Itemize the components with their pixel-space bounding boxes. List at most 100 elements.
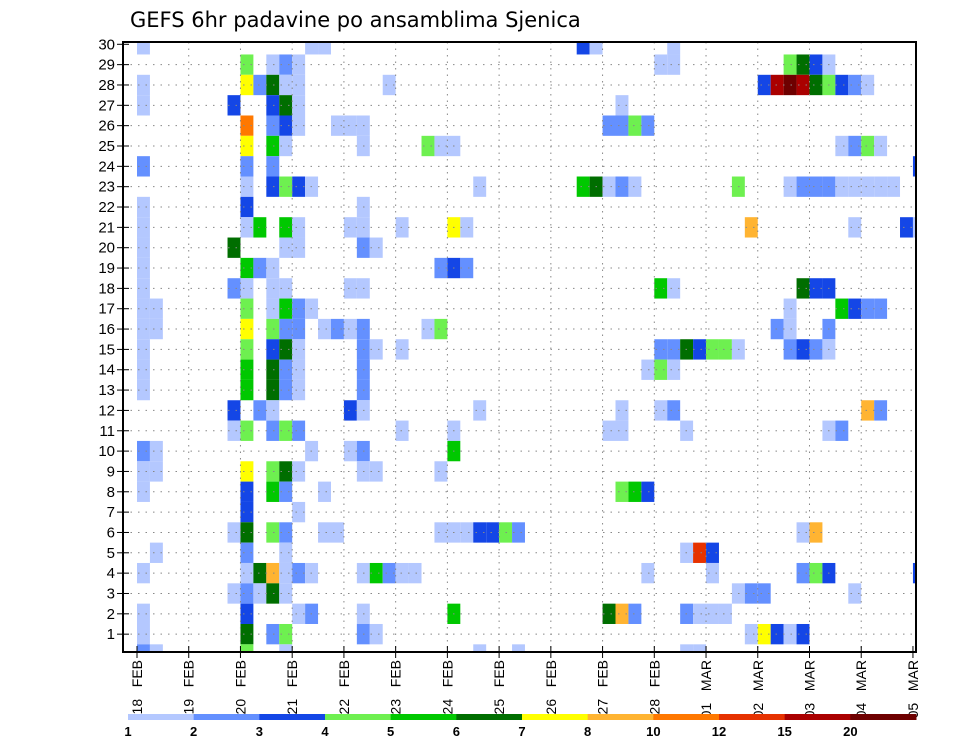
y-tick-label: 5 — [107, 545, 115, 562]
heatmap-cell — [408, 562, 422, 584]
x-tick-label: 25 FEB — [491, 660, 507, 714]
heatmap-cell — [279, 583, 293, 604]
colorbar-segment — [850, 714, 917, 720]
heatmap-cell — [835, 420, 849, 441]
heatmap-cell — [292, 359, 306, 380]
heatmap-cell — [137, 339, 150, 360]
heatmap-cell — [641, 562, 655, 584]
y-tick-label: 17 — [98, 301, 115, 318]
heatmap-cell — [266, 257, 280, 279]
heatmap-cell — [279, 95, 293, 116]
heatmap-cell — [137, 603, 150, 624]
heatmap-cell — [693, 644, 707, 652]
heatmap-cell — [292, 562, 306, 584]
y-tick-label: 23 — [98, 179, 115, 196]
heatmap-cell — [770, 318, 784, 340]
heatmap-cell — [137, 440, 150, 462]
heatmap-cell — [473, 644, 487, 652]
heatmap-cell — [137, 379, 150, 401]
heatmap-cell — [266, 359, 280, 380]
heatmap-cell — [253, 74, 267, 96]
heatmap-cell — [706, 542, 719, 563]
y-tick-label: 20 — [98, 240, 115, 257]
colorbar-segment — [193, 714, 260, 720]
heatmap-cell — [796, 522, 810, 543]
heatmap-cell — [706, 603, 719, 624]
heatmap-cell — [240, 196, 254, 218]
heatmap-cell — [279, 481, 293, 502]
heatmap-cell — [512, 644, 525, 652]
heatmap-cell — [266, 522, 280, 543]
colorbar-segment — [325, 714, 392, 720]
heatmap-cell — [266, 379, 280, 401]
heatmap-cell — [137, 318, 150, 340]
heatmap-cell — [460, 522, 474, 543]
heatmap-cell — [266, 278, 280, 299]
y-tick-label: 24 — [98, 158, 115, 175]
x-tick-label: 22 FEB — [336, 660, 352, 714]
heatmap-cell — [240, 603, 254, 624]
heatmap-cell — [628, 115, 642, 136]
heatmap-cell — [266, 298, 280, 319]
heatmap-cell — [641, 115, 655, 136]
heatmap-cell — [279, 115, 293, 136]
heatmap-cell — [654, 278, 668, 299]
heatmap-cell — [654, 400, 668, 421]
x-tick-label: 23 FEB — [388, 660, 404, 714]
heatmap-cell — [512, 522, 525, 543]
heatmap-cell — [615, 95, 629, 116]
heatmap-cell — [240, 379, 254, 401]
heatmap-cell — [279, 135, 293, 157]
heatmap-cell — [137, 562, 150, 584]
heatmap-cell — [757, 623, 771, 645]
heatmap-cell — [615, 420, 629, 441]
heatmap-cell — [615, 400, 629, 421]
heatmap-cell — [137, 644, 150, 652]
colorbar-segment — [784, 714, 851, 720]
colorbar-label: 5 — [387, 724, 394, 739]
y-tick-label: 6 — [107, 524, 115, 541]
heatmap-cell — [240, 135, 254, 157]
heatmap-cell — [809, 522, 823, 543]
y-tick-label: 4 — [107, 565, 115, 582]
colorbar-segment — [259, 714, 326, 720]
heatmap-cell — [796, 339, 810, 360]
heatmap-cell — [253, 217, 267, 238]
heatmap-cell — [266, 156, 280, 177]
colorbar-segment — [719, 714, 786, 720]
heatmap-cell — [240, 542, 254, 563]
heatmap-cell — [589, 42, 603, 55]
heatmap-cell — [770, 623, 784, 645]
heatmap-cell — [137, 237, 150, 258]
heatmap-cell — [809, 54, 823, 75]
heatmap-cell — [149, 298, 163, 319]
heatmap-cell — [266, 461, 280, 482]
heatmap-cell — [602, 176, 616, 197]
heatmap-cell — [292, 115, 306, 136]
heatmap-cell — [809, 339, 823, 360]
y-tick-label: 27 — [98, 97, 115, 114]
heatmap-cell — [149, 461, 163, 482]
colorbar-segment — [390, 714, 457, 720]
heatmap-cell — [912, 156, 916, 177]
heatmap-cell — [330, 522, 344, 543]
heatmap-cell — [744, 217, 758, 238]
y-tick-label: 9 — [107, 463, 115, 480]
heatmap-cell — [279, 379, 293, 401]
heatmap-cell — [137, 257, 150, 279]
heatmap-cell — [667, 359, 681, 380]
y-tick-label: 1 — [107, 626, 115, 643]
heatmap-cell — [576, 42, 590, 55]
heatmap-cell — [318, 522, 331, 543]
colorbar-label: 4 — [321, 724, 329, 739]
colorbar-label: 6 — [453, 724, 460, 739]
colorbar-label: 10 — [646, 724, 660, 739]
heatmap-cell — [279, 176, 293, 197]
heatmap-cell — [848, 583, 862, 604]
chart-title: GEFS 6hr padavine po ansamblima Sjenica — [130, 8, 581, 32]
x-axis: 18 FEB 19 FEB 20 FEB 21 FEB 22 FEB 23 FEB 24 F… — [129, 646, 921, 718]
heatmap-cell — [279, 461, 293, 482]
heatmap-cell — [227, 522, 241, 543]
heatmap-cell — [796, 54, 810, 75]
